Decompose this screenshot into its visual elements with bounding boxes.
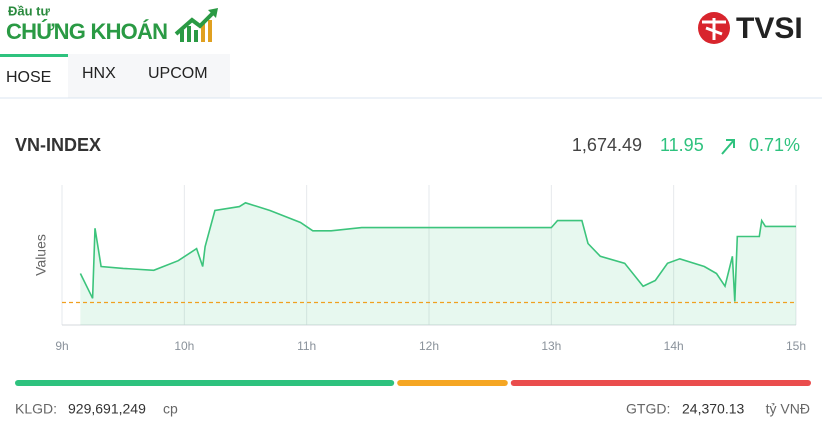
- tab[interactable]: HOSE: [6, 69, 51, 86]
- index-change-percent: 0.71%: [749, 135, 800, 155]
- breadth-bar: [15, 380, 811, 386]
- x-tick-label: 12h: [419, 339, 439, 353]
- x-tick-label: 10h: [174, 339, 194, 353]
- volume: 929,691,249: [68, 401, 146, 417]
- volume-unit: cp: [163, 401, 178, 417]
- breadth-segment: [397, 380, 508, 386]
- brand-icon: [698, 12, 730, 44]
- logo-icon: [174, 8, 218, 42]
- y-axis-label: Values: [33, 234, 49, 276]
- logo-small: Đầu tư: [8, 3, 51, 18]
- index-change: 11.95: [660, 135, 704, 155]
- index-value: 1,674.49: [572, 135, 642, 155]
- area: [80, 202, 797, 325]
- value-label: GTGD:: [626, 401, 670, 417]
- trade-value: 24,370.13: [682, 401, 744, 417]
- volume-label: KLGD:: [15, 401, 57, 417]
- logo-main: CHỨNG KHOÁN: [6, 19, 168, 44]
- x-tick-label: 15h: [786, 339, 806, 353]
- line: [79, 201, 796, 302]
- up-arrow: [721, 139, 735, 155]
- x-tick-label: 14h: [664, 339, 684, 353]
- tab[interactable]: UPCOM: [148, 65, 208, 82]
- tab[interactable]: HNX: [82, 65, 116, 82]
- x-tick-label: 13h: [541, 339, 561, 353]
- tab-active[interactable]: [0, 54, 68, 100]
- x-tick-label: 11h: [297, 339, 316, 353]
- breadth-segment: [15, 380, 395, 386]
- breadth-segment: [510, 380, 811, 386]
- index-name: VN-INDEX: [15, 135, 101, 155]
- chart: Values 9h 10h 11h 12h 13h 14h 15h: [33, 185, 806, 353]
- x-tick-label: 9h: [55, 339, 68, 353]
- tab-indicator: [0, 54, 68, 57]
- value-unit: tỷ VNĐ: [766, 401, 810, 417]
- brand: TVSI: [736, 12, 803, 45]
